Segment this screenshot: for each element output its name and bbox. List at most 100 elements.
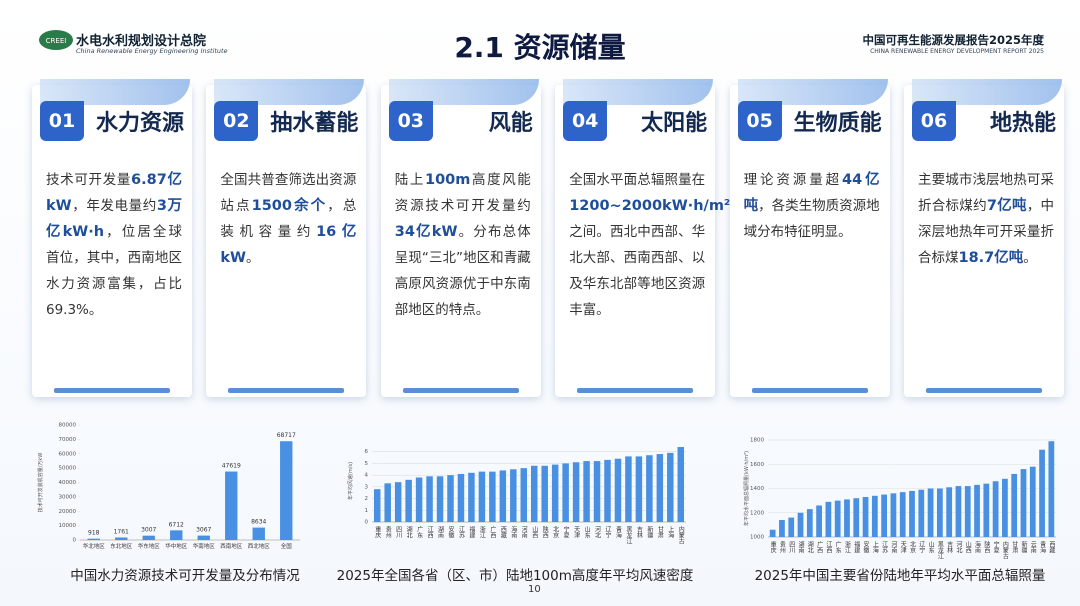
card-number: 04 <box>563 101 608 141</box>
highlight: 3万亿kW·h <box>46 198 182 240</box>
card: 02 抽水蓄能 全国共普查筛选出资源站点1500余个，总装机容量约16亿kW。 <box>206 79 367 397</box>
y-tick-label: 80000 <box>59 423 77 429</box>
bar <box>788 517 795 537</box>
x-tick-label: 湖南 <box>797 540 804 553</box>
bar <box>551 464 559 522</box>
x-tick-label: 华南地区 <box>193 542 216 550</box>
x-tick-label: 北京 <box>909 540 916 554</box>
x-tick-label: 西南地区 <box>220 542 243 550</box>
chart-caption: 中国水力资源技术可开发量及分布情况 <box>70 568 300 584</box>
bar <box>1029 466 1036 537</box>
highlight: 1200~2000kW·h/m² <box>569 198 731 214</box>
x-tick-label: 安徽 <box>862 540 869 554</box>
highlight: 1500余个 <box>251 198 328 214</box>
card-number: 02 <box>214 101 259 141</box>
x-tick-label: 海南 <box>510 525 517 538</box>
bar <box>436 476 444 522</box>
bar <box>394 482 402 522</box>
x-tick-label: 青海 <box>614 525 621 539</box>
card-foot-bar <box>228 388 345 393</box>
bar <box>862 496 869 537</box>
ribbon <box>214 79 365 105</box>
chart-caption: 2025年中国主要省份陆地年平均水平面总辐照量 <box>755 568 1046 584</box>
x-tick-label: 重庆 <box>769 540 776 554</box>
value-label: 918 <box>88 530 100 537</box>
value-label: 3067 <box>196 527 211 534</box>
text: 。分布总体呈现“三北”地区和青藏高原风资源优于中东南部地区的特点。 <box>394 224 531 318</box>
bar <box>806 509 813 537</box>
card: 05 生物质能 理论资源量超44亿吨，各类生物质资源地域分布特征明显。 <box>729 79 890 397</box>
text: 。 <box>1023 250 1037 266</box>
highlight: 34亿kW <box>394 224 458 240</box>
highlight: 16亿kW <box>220 224 357 266</box>
x-tick-label: 河北 <box>955 540 962 554</box>
y-axis-label: 年平均风速(m/s) <box>347 462 354 500</box>
bar <box>1039 449 1045 537</box>
bar <box>405 479 412 522</box>
text: 。 <box>246 250 260 266</box>
x-tick-label: 湖北 <box>405 525 412 539</box>
text: ，各类生物质资源地域分布特征明显。 <box>743 198 880 240</box>
card-number: 05 <box>737 101 782 141</box>
y-tick-label: 6 <box>365 449 369 455</box>
report-en: CHINA RENEWABLE ENERGY DEVELOPMENT REPOR… <box>870 48 1044 55</box>
highlight: 7亿吨 <box>986 198 1027 214</box>
value-label: 6712 <box>169 521 184 528</box>
bar <box>779 520 785 537</box>
x-tick-label: 新疆 <box>646 525 653 539</box>
card-number: 06 <box>912 101 956 141</box>
text: ，中深层地热年可开采量折合标煤 <box>918 198 1055 266</box>
x-tick-label: 天津 <box>573 526 580 539</box>
x-tick-label: 华中地区 <box>165 542 188 550</box>
highlight: 44亿吨 <box>743 172 880 214</box>
ribbon <box>737 79 888 105</box>
y-tick-label: 3 <box>365 484 369 490</box>
bar <box>447 475 454 522</box>
y-tick-label: 1400 <box>750 486 764 492</box>
card: 06 地热能 主要城市浅层地热可采折合标煤约7亿吨，中深层地热年可开采量折合标煤18… <box>904 79 1064 397</box>
x-tick-label: 新疆 <box>1020 540 1027 554</box>
card-title: 太阳能 <box>641 111 708 136</box>
x-tick-label: 四川 <box>788 541 795 553</box>
bar <box>530 465 538 522</box>
y-tick-label: 20000 <box>59 509 77 515</box>
x-tick-label: 北京 <box>552 525 559 539</box>
card-foot-bar <box>751 388 868 393</box>
x-tick-label: 重庆 <box>374 525 381 539</box>
y-tick-label: 10000 <box>59 523 77 529</box>
card-body: 全国共普查筛选出资源站点1500余个，总装机容量约16亿kW。 <box>220 167 356 271</box>
y-tick-label: 30000 <box>59 494 77 500</box>
text: ，年发电量约 <box>71 198 157 214</box>
bar <box>955 486 962 537</box>
x-tick-label: 河南 <box>520 525 527 538</box>
bar <box>280 441 293 540</box>
x-tick-label: 陕西 <box>983 540 990 554</box>
y-tick-label: 1800 <box>750 438 764 444</box>
page-number: 10 <box>528 584 541 595</box>
x-tick-label: 黑龙江 <box>936 541 943 560</box>
bar <box>667 452 674 522</box>
x-tick-label: 山东 <box>927 540 934 553</box>
x-tick-label: 山东 <box>583 525 590 538</box>
text: ，总装机容量约 <box>220 198 357 240</box>
value-label: 8634 <box>251 519 266 526</box>
value-label: 1761 <box>114 528 129 535</box>
bar <box>593 461 601 522</box>
y-tick-label: 50000 <box>59 466 77 472</box>
card-body: 技术可开发量6.87亿kW，年发电量约3万亿kW·h，位居全球首位，其中，西南地… <box>46 167 182 323</box>
bar <box>936 488 943 537</box>
x-tick-label: 青海 <box>1039 540 1046 554</box>
x-tick-label: 宁夏 <box>992 540 999 553</box>
x-tick-label: 广东 <box>834 540 841 553</box>
card-body: 理论资源量超44亿吨，各类生物质资源地域分布特征明显。 <box>744 167 880 245</box>
bar <box>816 505 822 537</box>
bar <box>614 458 622 522</box>
value-label: 47619 <box>222 463 241 470</box>
x-tick-label: 湖北 <box>806 540 813 554</box>
card-title: 风能 <box>488 111 533 136</box>
card-number: 03 <box>388 101 433 141</box>
x-tick-label: 云南 <box>1029 541 1036 553</box>
bar <box>510 469 517 522</box>
bar <box>541 465 548 522</box>
